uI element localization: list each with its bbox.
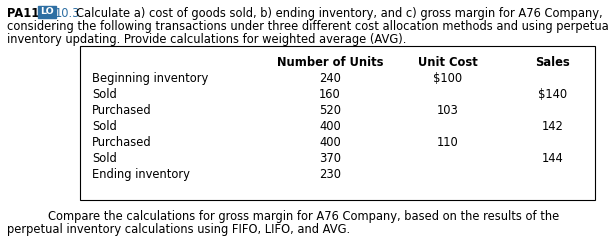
Text: 230: 230 — [319, 168, 341, 181]
Text: Sold: Sold — [92, 152, 117, 165]
Text: perpetual inventory calculations using FIFO, LIFO, and AVG.: perpetual inventory calculations using F… — [7, 223, 350, 236]
Text: 144: 144 — [542, 152, 564, 165]
Text: 240: 240 — [319, 72, 341, 85]
Bar — [80, 46, 595, 200]
Text: 520: 520 — [319, 104, 341, 117]
Text: Compare the calculations for gross margin for A76 Company, based on the results : Compare the calculations for gross margi… — [49, 210, 559, 223]
Text: 10.3: 10.3 — [55, 7, 80, 20]
Text: 400: 400 — [319, 120, 341, 133]
Text: LO: LO — [40, 8, 54, 16]
Text: Ending inventory: Ending inventory — [92, 168, 190, 181]
Text: Purchased: Purchased — [92, 136, 151, 149]
Text: Unit Cost: Unit Cost — [418, 56, 478, 69]
Text: Calculate a) cost of goods sold, b) ending inventory, and c) gross margin for A7: Calculate a) cost of goods sold, b) endi… — [76, 7, 603, 20]
Text: Purchased: Purchased — [92, 104, 151, 117]
Text: Sold: Sold — [92, 120, 117, 133]
Text: 110: 110 — [437, 136, 459, 149]
Text: Sold: Sold — [92, 88, 117, 101]
Text: Number of Units: Number of Units — [277, 56, 383, 69]
Text: considering the following transactions under three different cost allocation met: considering the following transactions u… — [7, 20, 608, 33]
Text: PA11.: PA11. — [7, 7, 44, 20]
Text: 142: 142 — [542, 120, 564, 133]
Text: Beginning inventory: Beginning inventory — [92, 72, 209, 85]
Text: 160: 160 — [319, 88, 341, 101]
Text: 400: 400 — [319, 136, 341, 149]
Text: inventory updating. Provide calculations for weighted average (AVG).: inventory updating. Provide calculations… — [7, 33, 406, 46]
Text: 370: 370 — [319, 152, 341, 165]
Text: 103: 103 — [437, 104, 459, 117]
Text: $100: $100 — [434, 72, 463, 85]
Text: $140: $140 — [539, 88, 567, 101]
Text: Sales: Sales — [536, 56, 570, 69]
